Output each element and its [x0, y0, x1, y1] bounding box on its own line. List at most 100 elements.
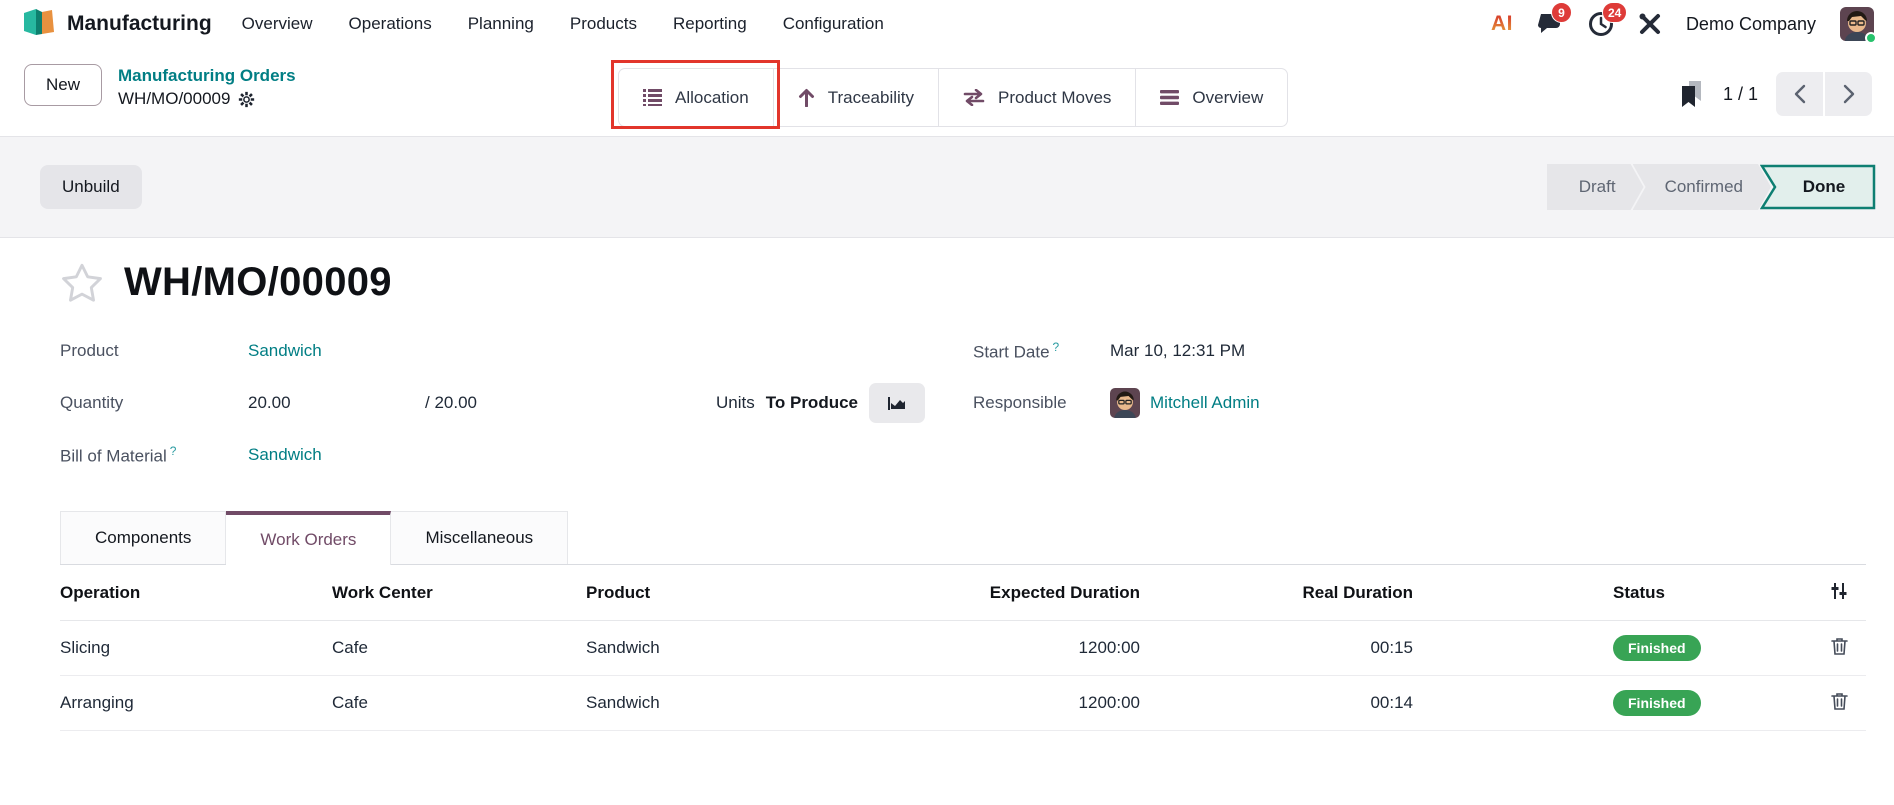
state-draft[interactable]: Draft [1547, 164, 1644, 210]
cell-operation: Arranging [60, 693, 134, 712]
tab-work-orders[interactable]: Work Orders [226, 511, 392, 565]
delete-row-button[interactable] [1829, 690, 1850, 716]
start-date-label: Start Date? [973, 339, 1060, 362]
breadcrumb-record-name: WH/MO/00009 [118, 89, 231, 108]
work-order-row-arranging[interactable]: Arranging Cafe Sandwich 1200:00 00:14 Fi… [60, 676, 1866, 731]
new-button[interactable]: New [24, 64, 103, 106]
cell-real-duration: 00:14 [1370, 693, 1413, 712]
area-chart-icon [888, 396, 905, 410]
overview-button[interactable]: Overview [1136, 68, 1289, 127]
smart-buttons: Allocation Traceability Product Moves [611, 60, 1289, 129]
cell-product: Sandwich [586, 693, 660, 712]
sliders-icon [1831, 583, 1847, 599]
menu-planning[interactable]: Planning [467, 14, 534, 33]
chevron-right-icon [1843, 84, 1854, 104]
state-confirmed[interactable]: Confirmed [1633, 164, 1771, 210]
table-header-row: Operation Work Center Product Expected D… [60, 565, 1866, 621]
trash-icon [1831, 638, 1848, 655]
quantity-total: / 20.00 [425, 393, 477, 412]
quantity-field-row: Quantity 20.00 / 20.00 Units To Produce [60, 377, 925, 429]
user-avatar[interactable] [1840, 7, 1877, 44]
trash-icon [1831, 693, 1848, 710]
pager-previous-button[interactable] [1776, 72, 1823, 116]
company-name[interactable]: Demo Company [1685, 13, 1816, 34]
list-icon [643, 89, 662, 106]
bom-value-link[interactable]: Sandwich [248, 445, 322, 464]
forecast-chart-button[interactable] [869, 383, 925, 423]
menu-operations[interactable]: Operations [348, 14, 432, 33]
allocation-button[interactable]: Allocation [618, 68, 774, 127]
cell-expected-duration: 1200:00 [1078, 693, 1140, 712]
responsible-avatar [1110, 388, 1140, 418]
start-date-value[interactable]: Mar 10, 12:31 PM [1110, 341, 1246, 360]
menu-overview[interactable]: Overview [241, 14, 313, 33]
favorite-star-icon[interactable] [60, 262, 104, 304]
form-sheet: WH/MO/00009 Product Sandwich Quantity 20… [0, 260, 1894, 731]
pager-count[interactable]: 1 / 1 [1722, 83, 1758, 104]
messages-badge: 9 [1550, 2, 1572, 23]
bill-of-material-label: Bill of Material? [60, 443, 177, 466]
breadcrumb-manufacturing-orders[interactable]: Manufacturing Orders [118, 66, 296, 85]
app-name: Manufacturing [67, 12, 212, 35]
product-value-link[interactable]: Sandwich [248, 341, 322, 360]
status-badge: Finished [1613, 635, 1701, 661]
state-steps: Draft Confirmed Done [1547, 164, 1876, 210]
tab-miscellaneous[interactable]: Miscellaneous [391, 511, 569, 564]
product-label: Product [60, 341, 119, 360]
manufacturing-app-icon [22, 8, 56, 41]
header-real-duration: Real Duration [1302, 582, 1413, 602]
product-moves-button[interactable]: Product Moves [939, 68, 1137, 127]
cell-real-duration: 00:15 [1370, 638, 1413, 657]
delete-row-button[interactable] [1829, 635, 1850, 661]
units-label: Units [716, 393, 755, 412]
responsible-field-row: Responsible Mitchell Admin [973, 377, 1866, 429]
ai-icon[interactable]: AI [1490, 12, 1513, 35]
state-done[interactable]: Done [1760, 164, 1876, 210]
online-status-dot [1865, 32, 1877, 44]
start-date-field-row: Start Date? Mar 10, 12:31 PM [973, 325, 1866, 377]
gear-icon[interactable] [238, 91, 255, 108]
optional-columns-button[interactable] [1828, 580, 1850, 605]
pager-next-button[interactable] [1825, 72, 1872, 116]
bom-field-row: Bill of Material? Sandwich [60, 429, 925, 481]
activities-badge: 24 [1601, 2, 1628, 23]
arrow-up-icon [798, 89, 814, 107]
quantity-input[interactable]: 20.00 [248, 393, 291, 412]
pager: 1 / 1 [1679, 72, 1872, 116]
header-expected-duration: Expected Duration [989, 582, 1140, 602]
main-menu: Overview Operations Planning Products Re… [242, 14, 884, 34]
to-produce-label: To Produce [765, 393, 858, 412]
bom-help-icon: ? [169, 443, 177, 458]
messages-icon[interactable]: 9 [1537, 2, 1572, 37]
exchange-icon [963, 89, 985, 106]
top-navbar: Manufacturing Overview Operations Planni… [0, 0, 1894, 48]
status-badge: Finished [1613, 690, 1701, 716]
responsible-value-link[interactable]: Mitchell Admin [1150, 393, 1260, 412]
start-date-help-icon: ? [1052, 339, 1060, 354]
tools-icon[interactable] [1638, 12, 1662, 36]
menu-reporting[interactable]: Reporting [672, 14, 747, 33]
header-status: Status [1613, 582, 1665, 602]
tab-components[interactable]: Components [60, 511, 227, 564]
bars-icon [1160, 90, 1180, 105]
traceability-button[interactable]: Traceability [773, 68, 940, 127]
bookmark-icon[interactable] [1679, 79, 1705, 109]
header-operation: Operation [60, 582, 141, 602]
record-title[interactable]: WH/MO/00009 [124, 260, 392, 304]
menu-configuration[interactable]: Configuration [782, 14, 884, 33]
quantity-label: Quantity [60, 393, 124, 412]
app-switcher[interactable]: Manufacturing [22, 8, 212, 41]
breadcrumb: Manufacturing Orders WH/MO/00009 [118, 64, 296, 109]
header-work-center: Work Center [332, 582, 433, 602]
notebook-tabs: Components Work Orders Miscellaneous [60, 511, 1866, 565]
responsible-label: Responsible [973, 393, 1067, 412]
cell-expected-duration: 1200:00 [1078, 638, 1140, 657]
header-product: Product [586, 582, 651, 602]
menu-products[interactable]: Products [569, 14, 637, 33]
activities-clock-icon[interactable]: 24 [1588, 2, 1628, 37]
cell-operation: Slicing [60, 638, 111, 657]
status-bar: Unbuild Draft Confirmed Done [0, 136, 1894, 238]
work-order-row-slicing[interactable]: Slicing Cafe Sandwich 1200:00 00:15 Fini… [60, 621, 1866, 676]
chevron-left-icon [1794, 84, 1805, 104]
unbuild-button[interactable]: Unbuild [40, 165, 142, 209]
